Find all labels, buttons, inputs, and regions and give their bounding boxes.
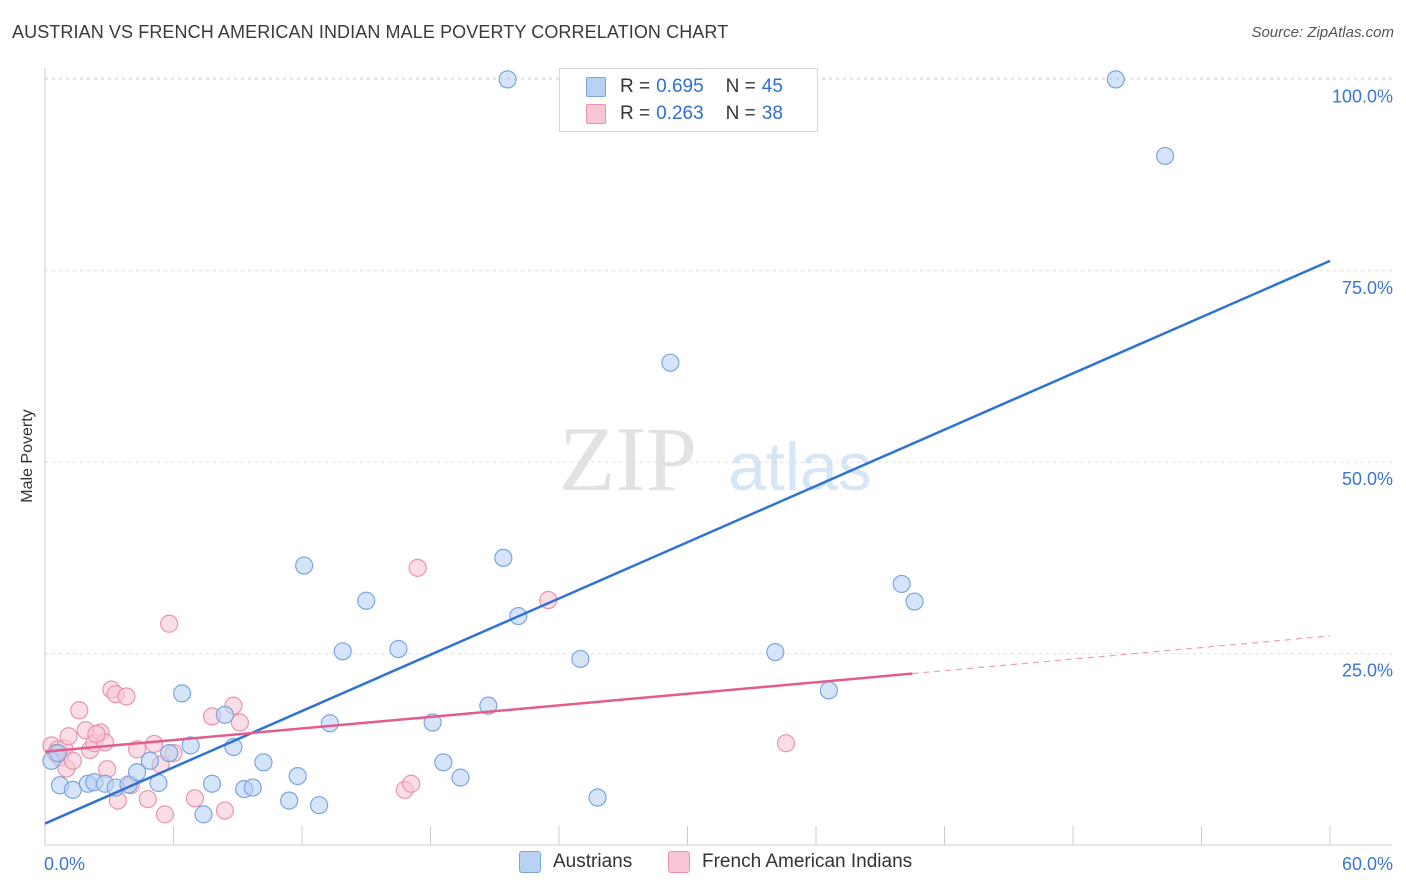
data-point (215, 705, 234, 724)
bottom-legend-label: French American Indians (702, 851, 913, 872)
legend-n-label: N = (725, 76, 756, 97)
data-point (160, 744, 179, 763)
legend-row-austrians: R = 0.695 N = 45 (586, 75, 783, 99)
data-point (127, 763, 147, 782)
data-point (310, 796, 329, 815)
legend-r-value: 0.263 (656, 103, 704, 124)
trend-line-dashed (912, 635, 1331, 675)
source-label: Source: ZipAtlas.com (1251, 24, 1394, 41)
data-point (389, 639, 408, 659)
data-point (320, 714, 339, 733)
data-point (892, 574, 911, 594)
data-point (766, 642, 785, 662)
data-point (243, 778, 262, 797)
data-point (819, 681, 838, 700)
legend-r-label: R = (620, 76, 651, 97)
legend-r-label: R = (620, 103, 651, 124)
data-point (588, 788, 607, 807)
chart-title: AUSTRIAN VS FRENCH AMERICAN INDIAN MALE … (12, 22, 729, 42)
data-point (172, 684, 192, 703)
tick-labels: 25.0% 50.0% 75.0% 100.0% 0.0% 60.0% (44, 86, 1393, 874)
data-point (905, 592, 924, 611)
data-point (451, 768, 470, 787)
data-point (230, 713, 249, 732)
trend-lines (44, 259, 1331, 825)
watermark: ZIP atlas (559, 408, 872, 510)
data-point (140, 751, 160, 770)
data-point (402, 774, 421, 793)
watermark-zip: ZIP (559, 408, 697, 510)
legend-n-label: N = (725, 103, 756, 124)
data-point (494, 548, 513, 568)
x-tick-label: 60.0% (1342, 854, 1393, 874)
data-point (479, 696, 498, 715)
grid-lines (45, 77, 1392, 655)
legend-n-value: 45 (761, 76, 783, 97)
series-austrians (42, 70, 1175, 824)
trend-line-solid (44, 672, 913, 753)
data-point (288, 766, 307, 786)
legend-row-french-american-indians: R = 0.263 N = 38 (586, 102, 783, 126)
legend-r-value: 0.695 (656, 76, 704, 97)
y-tick-label: 50.0% (1342, 469, 1393, 489)
data-point (155, 805, 175, 824)
data-point (117, 687, 136, 706)
y-tick-label: 75.0% (1342, 278, 1393, 298)
data-point (63, 751, 82, 770)
data-point (357, 591, 376, 610)
bottom-legend-french-american-indians: French American Indians (668, 851, 912, 873)
data-point (87, 724, 106, 744)
data-point (127, 740, 147, 759)
axes (44, 68, 1392, 846)
x-tick-label: 0.0% (44, 854, 85, 874)
bottom-legend-swatch-blue (519, 851, 541, 873)
data-point (194, 805, 213, 824)
data-point (295, 556, 314, 575)
trend-line (44, 259, 1331, 825)
bottom-legend-label: Austrians (553, 851, 633, 872)
data-point (160, 614, 179, 633)
data-point (661, 353, 680, 372)
data-point (408, 558, 427, 577)
data-point (1155, 146, 1175, 166)
data-point (202, 774, 222, 793)
bottom-legend-swatch-pink (668, 851, 690, 873)
data-point (254, 753, 273, 772)
data-point (333, 642, 352, 661)
correlation-legend: R = 0.695 N = 45 R = 0.263 N = 38 (559, 68, 818, 132)
data-point (48, 744, 67, 763)
data-point (571, 649, 590, 669)
data-point (215, 801, 234, 820)
data-point (138, 789, 157, 809)
y-tick-label: 100.0% (1332, 86, 1393, 106)
data-point (776, 734, 796, 753)
y-tick-label: 25.0% (1342, 661, 1393, 681)
data-point (185, 789, 205, 808)
data-point (434, 753, 453, 772)
data-point (145, 734, 164, 754)
legend-swatch-pink (586, 104, 606, 124)
data-point (498, 70, 517, 89)
legend-n-value: 38 (761, 103, 783, 124)
data-point (280, 791, 299, 810)
data-point (181, 736, 200, 755)
data-point (70, 701, 89, 720)
data-point (1106, 70, 1125, 89)
legend-swatch-blue (586, 77, 606, 97)
bottom-legend-austrians: Austrians (519, 851, 632, 873)
data-point (59, 727, 78, 746)
